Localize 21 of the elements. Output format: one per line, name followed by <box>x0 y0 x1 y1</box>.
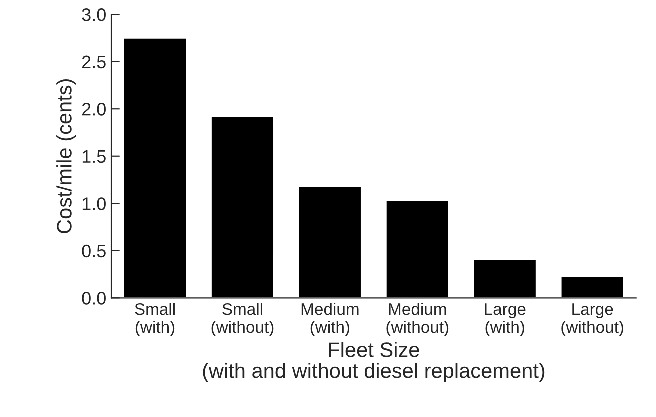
y-tick-label: 0.5 <box>82 244 106 258</box>
bar <box>210 116 275 298</box>
y-tick-label: 2.5 <box>82 56 106 69</box>
bar <box>472 258 538 298</box>
y-tick-label: 2.0 <box>82 103 106 116</box>
y-tick-label: 1.0 <box>82 198 106 210</box>
bar <box>560 276 625 298</box>
bar <box>298 186 362 298</box>
x-tick-label: Medium (with) <box>302 303 359 336</box>
bar <box>385 200 450 298</box>
y-tick-label: 1.5 <box>82 150 106 164</box>
x-tick-label: Large (without) <box>562 304 624 336</box>
x-tick-label: Medium (without) <box>386 303 449 336</box>
y-tick-label: 0.0 <box>82 292 106 305</box>
y-axis-title: Cost/mile (cents) <box>56 80 76 234</box>
x-tick-label: Large (with) <box>485 304 526 336</box>
y-tick-label: 3.0 <box>82 8 106 22</box>
x-axis-title: Fleet Size (with and without diesel replacement) <box>203 342 545 382</box>
bar <box>123 38 188 298</box>
x-tick-label: Small (with) <box>135 303 175 336</box>
x-tick-label: Small (without) <box>212 303 274 336</box>
